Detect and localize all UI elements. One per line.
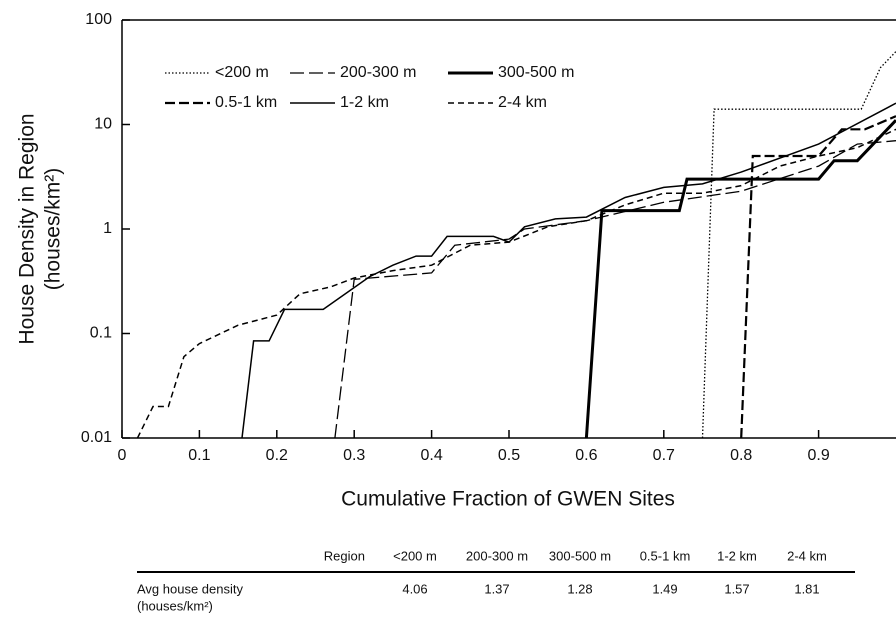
x-tick-label: 0.4 xyxy=(420,447,442,464)
series-line xyxy=(740,115,896,438)
table-header: 2-4 km xyxy=(787,548,827,563)
y-tick-label: 1 xyxy=(103,220,112,237)
table-cell: 1.49 xyxy=(652,581,677,596)
table-cell: 1.37 xyxy=(484,581,509,596)
x-tick-label: 0.2 xyxy=(266,447,288,464)
x-tick-label: 0.1 xyxy=(188,447,210,464)
x-tick-label: 0 xyxy=(118,447,127,464)
series-line xyxy=(701,51,896,438)
y-tick-label: 0.1 xyxy=(90,325,112,342)
table-header: 0.5-1 km xyxy=(640,548,691,563)
x-axis-title: Cumulative Fraction of GWEN Sites xyxy=(341,488,675,511)
x-tick-label: 0.6 xyxy=(575,447,597,464)
series-line xyxy=(584,119,896,438)
series-line xyxy=(241,102,896,438)
table-cell: 1.57 xyxy=(724,581,749,596)
table-row-label: Avg house density xyxy=(137,581,243,596)
table-cell: 1.81 xyxy=(794,581,819,596)
x-tick-label: 0.7 xyxy=(653,447,675,464)
legend-label: 0.5-1 km xyxy=(215,94,277,111)
plot-area xyxy=(136,51,896,438)
table-header: 200-300 m xyxy=(466,548,528,563)
table-header: 300-500 m xyxy=(549,548,611,563)
series-line xyxy=(136,128,896,438)
x-tick-label: 0.5 xyxy=(498,447,520,464)
y-tick-label: 0.01 xyxy=(81,429,112,446)
table-header: 1-2 km xyxy=(717,548,757,563)
legend-label: 300-500 m xyxy=(498,64,575,81)
y-axis-title: (houses/km²) xyxy=(42,168,65,291)
y-axis-title: House Density in Region xyxy=(16,113,39,344)
table-cell: 4.06 xyxy=(402,581,427,596)
legend-label: 200-300 m xyxy=(340,64,417,81)
x-tick-label: 0.9 xyxy=(807,447,829,464)
legend-label: 1-2 km xyxy=(340,94,389,111)
x-tick-label: 0.8 xyxy=(730,447,752,464)
table-header: Region xyxy=(324,548,365,563)
y-tick-label: 10 xyxy=(94,116,112,133)
legend-label: 2-4 km xyxy=(498,94,547,111)
table-row-label: (houses/km²) xyxy=(137,598,213,613)
table-cell: 1.28 xyxy=(567,581,592,596)
legend-label: <200 m xyxy=(215,64,269,81)
table-header: <200 m xyxy=(393,548,437,563)
series-line xyxy=(334,140,896,438)
x-tick-label: 0.3 xyxy=(343,447,365,464)
y-tick-label: 100 xyxy=(85,11,112,28)
